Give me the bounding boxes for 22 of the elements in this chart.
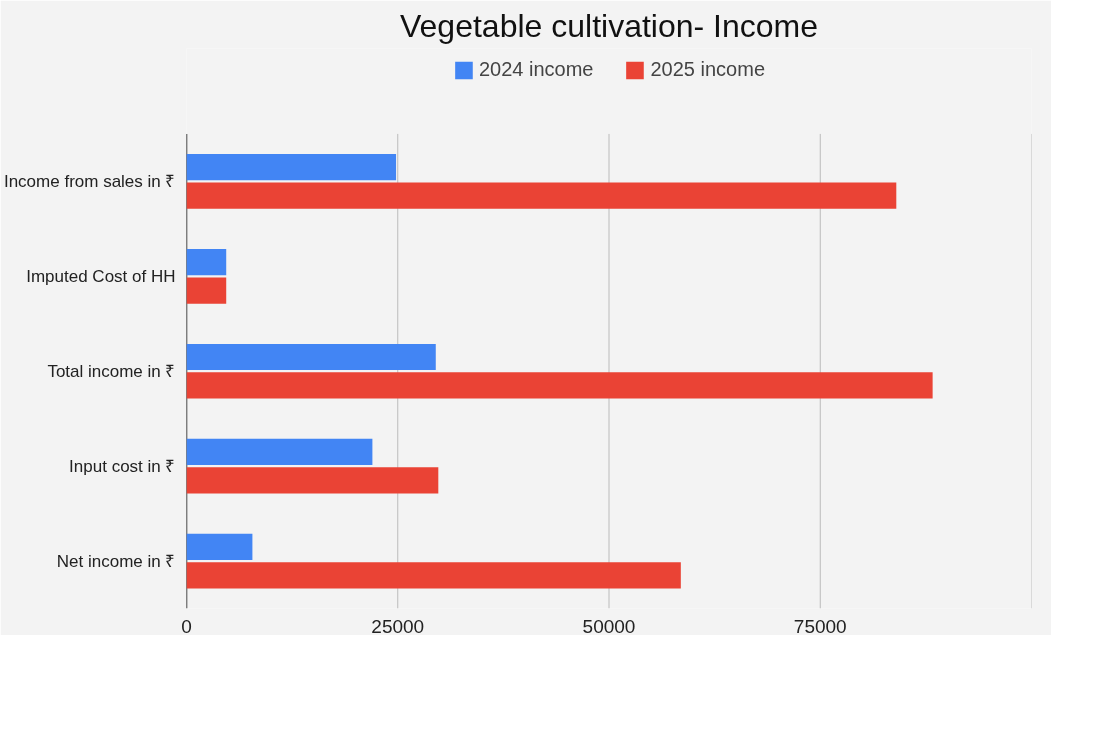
bar [186,438,373,465]
y-tick-label: Income from sales in ₹ [3,171,176,191]
bar [186,343,436,371]
legend-label: 2025 income [650,58,766,81]
legend-label: 2024 income [478,58,594,81]
x-tick-label: 50000 [582,615,636,637]
x-tick-label: 0 [181,615,192,637]
bar [186,248,227,276]
y-tick-label: Input cost in ₹ [69,456,176,476]
y-tick-label: Total income in ₹ [47,361,176,381]
y-tick-label: Imputed Cost of HH [26,266,176,286]
bar [186,154,397,181]
bar [186,533,253,560]
chart-title: Vegetable cultivation- Income [399,7,819,44]
y-tick-label: Net income in ₹ [56,551,176,571]
bar [186,277,227,304]
bar [186,562,681,589]
bar [186,372,933,399]
bar [186,467,439,494]
x-tick-label: 25000 [371,615,425,637]
bar [186,182,897,209]
x-tick-label: 75000 [793,615,847,637]
